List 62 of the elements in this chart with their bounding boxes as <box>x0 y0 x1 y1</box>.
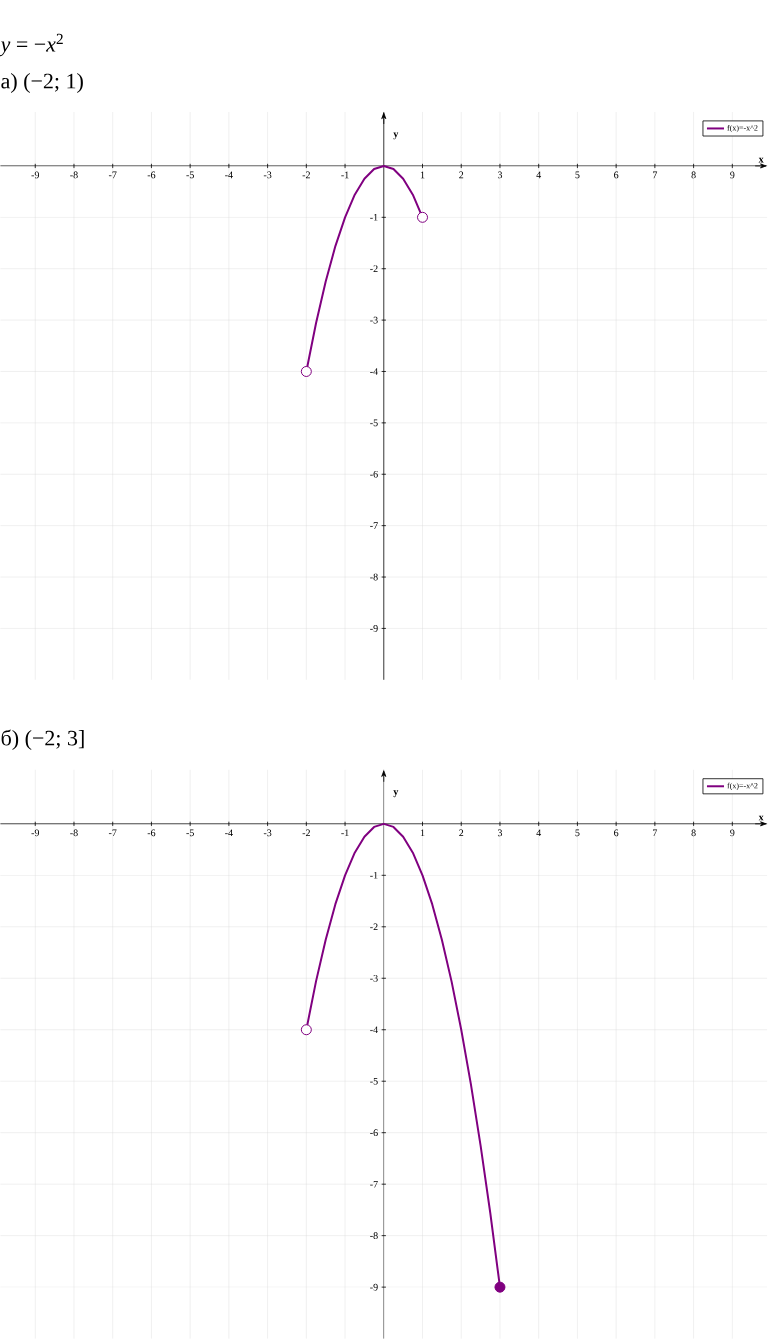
y-tick-label: -2 <box>370 923 378 931</box>
x-tick-label: 4 <box>536 171 542 179</box>
y-tick-label: -5 <box>370 1077 378 1085</box>
x-tick-label: 2 <box>459 171 464 179</box>
y-axis-title: y <box>393 790 399 798</box>
x-tick-label: 9 <box>730 171 735 179</box>
x-tick-label: -5 <box>186 829 195 837</box>
y-axis-title: y <box>393 132 399 140</box>
x-tick-label: -8 <box>70 171 78 179</box>
y-tick-label: -9 <box>370 1283 378 1291</box>
x-tick-label: 1 <box>421 829 425 837</box>
y-tick-label: -8 <box>370 573 378 581</box>
x-tick-label: 8 <box>691 171 696 179</box>
y-tick-label: -8 <box>370 1232 378 1240</box>
x-axis-title: x <box>758 157 764 163</box>
y-tick-label: -5 <box>370 419 378 427</box>
x-tick-label: 2 <box>459 829 464 837</box>
x-tick-label: -8 <box>70 829 78 837</box>
x-tick-label: -9 <box>31 171 40 179</box>
x-tick-label: 9 <box>730 829 735 837</box>
x-tick-label: -3 <box>264 829 272 837</box>
x-tick-label: 6 <box>614 171 619 179</box>
x-tick-label: -2 <box>302 171 311 179</box>
legend-label: f(x)=-x^2 <box>727 124 758 133</box>
legend-label: f(x)=-x^2 <box>727 782 758 791</box>
x-tick-label: -1 <box>341 829 349 837</box>
y-tick-label: -3 <box>370 316 378 324</box>
x-tick-label: -3 <box>264 171 272 179</box>
x-tick-label: 3 <box>498 829 503 837</box>
x-tick-label: 7 <box>653 171 658 179</box>
y-tick-label: -6 <box>370 470 379 478</box>
x-tick-label: -9 <box>31 829 40 837</box>
y-tick-label: -1 <box>370 214 378 221</box>
chart-title: б) (−2; 3] <box>1 729 84 751</box>
y-tick-label: -7 <box>370 1180 379 1188</box>
x-tick-label: -6 <box>147 171 156 179</box>
x-tick-label: 8 <box>691 829 696 837</box>
y-tick-label: -9 <box>370 625 378 632</box>
x-tick-label: -4 <box>225 171 234 179</box>
x-tick-label: -7 <box>109 171 117 179</box>
x-tick-label: 7 <box>653 829 658 837</box>
x-tick-label: 5 <box>575 829 580 837</box>
y-tick-label: -4 <box>370 368 379 375</box>
x-tick-label: 5 <box>575 171 580 179</box>
x-tick-label: -1 <box>341 171 349 179</box>
x-tick-label: 4 <box>536 829 542 837</box>
y-tick-label: -2 <box>370 265 378 273</box>
y-tick-label: -1 <box>370 872 378 879</box>
x-axis-title: x <box>758 815 764 821</box>
chart-subtitle: а) (−2; 1) <box>1 73 84 93</box>
y-tick-label: -7 <box>370 522 379 529</box>
x-tick-label: -4 <box>225 829 234 837</box>
y-tick-label: -4 <box>370 1026 379 1034</box>
x-tick-label: -6 <box>147 829 156 837</box>
x-tick-label: 6 <box>614 829 619 837</box>
x-tick-label: 1 <box>421 171 425 179</box>
x-tick-label: 3 <box>498 171 503 179</box>
x-tick-label: -5 <box>186 171 195 179</box>
y-tick-label: -6 <box>370 1129 379 1137</box>
x-tick-label: -2 <box>302 829 311 837</box>
x-tick-label: -7 <box>109 829 117 837</box>
y-tick-label: -3 <box>370 974 378 982</box>
